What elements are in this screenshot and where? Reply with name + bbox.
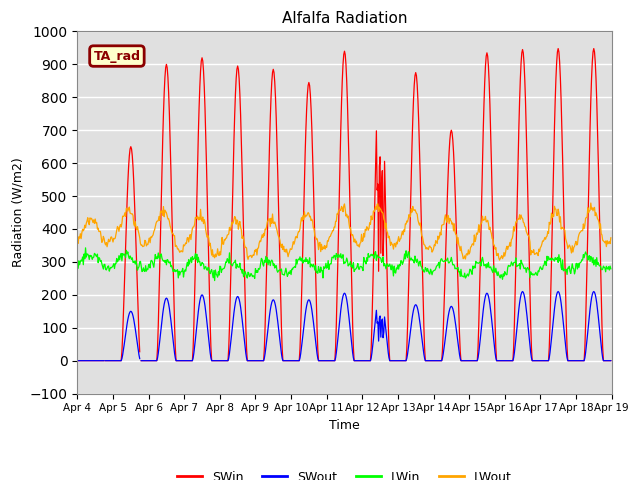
SWout bbox=[193, 322, 201, 328]
LWout bbox=[496, 257, 504, 263]
Line: LWout: LWout bbox=[77, 203, 611, 260]
SWout bbox=[83, 358, 91, 363]
Legend: SWin, SWout, LWin, LWout: SWin, SWout, LWin, LWout bbox=[172, 466, 517, 480]
Line: SWout: SWout bbox=[77, 291, 611, 360]
SWin bbox=[139, 358, 147, 363]
LWout bbox=[74, 239, 81, 245]
X-axis label: Time: Time bbox=[329, 419, 360, 432]
LWin bbox=[410, 260, 418, 266]
SWout bbox=[139, 358, 147, 363]
LWin bbox=[84, 251, 92, 257]
SWin bbox=[74, 358, 81, 363]
Text: TA_rad: TA_rad bbox=[93, 49, 140, 62]
SWin bbox=[410, 97, 417, 103]
LWin bbox=[607, 266, 614, 272]
LWout bbox=[138, 242, 146, 248]
LWout bbox=[424, 247, 432, 252]
LWin bbox=[82, 245, 90, 251]
LWin bbox=[426, 271, 434, 277]
Line: SWin: SWin bbox=[77, 48, 611, 360]
LWout bbox=[607, 235, 614, 240]
LWin bbox=[74, 265, 81, 271]
SWin bbox=[83, 358, 91, 363]
Line: LWin: LWin bbox=[77, 248, 611, 281]
Y-axis label: Radiation (W/m2): Radiation (W/m2) bbox=[11, 157, 24, 267]
LWin bbox=[139, 268, 147, 274]
LWout bbox=[587, 200, 595, 206]
SWin bbox=[193, 194, 201, 200]
LWout bbox=[220, 237, 228, 242]
Title: Alfalfa Radiation: Alfalfa Radiation bbox=[282, 11, 407, 26]
SWout bbox=[221, 358, 229, 363]
SWout bbox=[410, 307, 417, 313]
SWin bbox=[221, 358, 229, 363]
LWin bbox=[211, 278, 218, 284]
SWin bbox=[425, 358, 433, 363]
SWout bbox=[607, 358, 614, 363]
LWin bbox=[193, 252, 201, 257]
LWout bbox=[409, 204, 417, 209]
SWin bbox=[607, 358, 614, 363]
SWout bbox=[74, 358, 81, 363]
LWout bbox=[83, 218, 91, 224]
SWout bbox=[425, 358, 433, 363]
LWout bbox=[192, 215, 200, 220]
LWin bbox=[222, 259, 230, 265]
